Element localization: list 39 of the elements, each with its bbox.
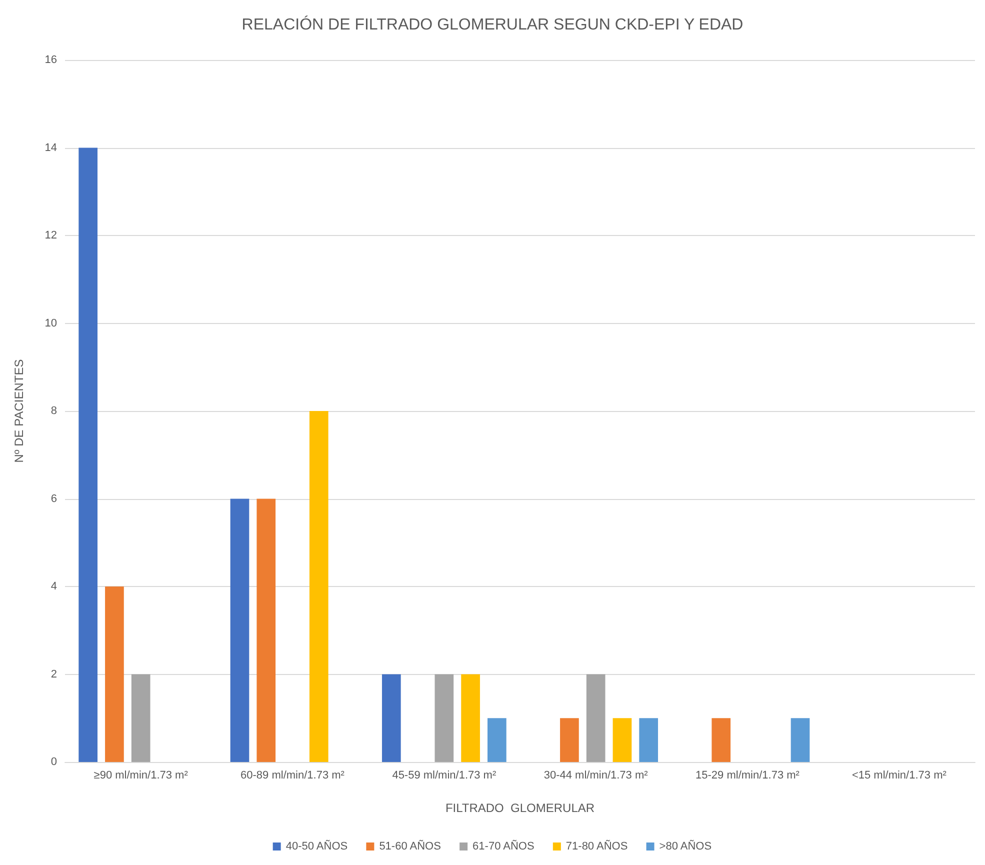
- chart-title: RELACIÓN DE FILTRADO GLOMERULAR SEGUN CKD-EPI Y EDAD: [242, 16, 744, 34]
- legend-label: 61-70 AÑOS: [472, 840, 534, 852]
- y-tick-label: 2: [50, 668, 57, 680]
- bar: [131, 674, 150, 762]
- y-tick-label: 8: [50, 405, 57, 417]
- y-tick-label: 4: [50, 580, 57, 592]
- bar: [309, 411, 328, 762]
- bar: [560, 718, 579, 762]
- y-tick-label: 14: [44, 142, 57, 154]
- x-tick-label: ≥90 ml/min/1.73 m²: [94, 770, 188, 782]
- x-tick-label: 60-89 ml/min/1.73 m²: [240, 770, 345, 782]
- bar: [78, 148, 98, 762]
- x-tick-label: 45-59 ml/min/1.73 m²: [392, 770, 496, 782]
- bar: [256, 498, 276, 762]
- legend-label: >80 AÑOS: [659, 840, 712, 852]
- y-tick-label: 0: [50, 756, 57, 768]
- bar: [105, 586, 124, 762]
- x-tick-label: 15-29 ml/min/1.73 m²: [696, 770, 800, 782]
- x-tick-label: <15 ml/min/1.73 m²: [852, 770, 947, 782]
- y-tick-label: 12: [44, 230, 57, 242]
- x-tick-label: 30-44 ml/min/1.73 m²: [544, 770, 648, 782]
- legend-label: 40-50 AÑOS: [286, 840, 348, 852]
- y-tick-label: 10: [44, 317, 57, 330]
- y-axis-title: Nº DE PACIENTES: [12, 359, 26, 463]
- bar: [382, 674, 401, 762]
- bar: [712, 718, 731, 762]
- bar: [790, 718, 810, 762]
- x-axis-title: FILTRADO GLOMERULAR: [445, 801, 595, 815]
- bar: [488, 718, 506, 762]
- bar: [612, 718, 632, 762]
- bar: [230, 498, 250, 762]
- bar: [586, 674, 606, 762]
- legend-label: 71-80 AÑOS: [566, 840, 628, 852]
- bar: [461, 674, 480, 762]
- bar: [639, 718, 658, 762]
- bar: [434, 674, 454, 762]
- y-tick-label: 6: [50, 492, 57, 505]
- y-tick-label: 16: [44, 54, 57, 66]
- legend-label: 51-60 AÑOS: [379, 840, 441, 852]
